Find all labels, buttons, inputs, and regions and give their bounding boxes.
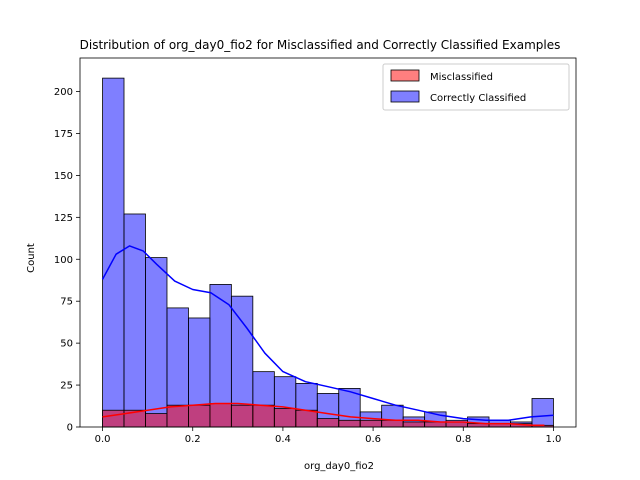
legend-swatch-misclassified	[390, 69, 420, 82]
bar-misclassified-9	[295, 409, 318, 428]
y-axis-label: Count	[26, 243, 37, 273]
bar-misclassified-8	[273, 408, 297, 428]
y-tick-label: 25	[60, 381, 73, 392]
kde-line-misclassified	[102, 402, 545, 427]
bar-misclassified-2	[145, 413, 168, 428]
bar-correct-1	[123, 213, 146, 428]
bar-misclassified-14	[402, 421, 426, 428]
legend-label-misclassified: Misclassified	[430, 72, 493, 83]
correct-bars	[102, 77, 554, 428]
y-tick-label: 200	[54, 87, 73, 98]
bar-correct-20	[531, 398, 554, 428]
misclassified-bars	[102, 403, 554, 428]
kde-line-correct	[101, 245, 554, 422]
y-tick-label: 150	[54, 171, 73, 182]
y-tick-label: 100	[54, 255, 73, 266]
bar-misclassified-5	[209, 403, 232, 428]
legend-swatch-correct	[390, 90, 420, 103]
y-tick-label: 75	[60, 297, 73, 308]
bar-misclassified-0	[102, 409, 125, 428]
y-tick-label: 50	[60, 339, 73, 350]
bar-misclassified-10	[316, 418, 340, 428]
chart-title: Distribution of org_day0_fio2 for Miscla…	[80, 38, 561, 52]
bar-misclassified-12	[359, 419, 383, 428]
x-tick-label: 0.4	[275, 434, 291, 445]
x-tick-label: 0.0	[95, 434, 111, 445]
bar-misclassified-3	[166, 404, 189, 428]
kde-curves	[101, 245, 554, 427]
x-axis-label: org_day0_fio2	[304, 461, 374, 472]
legend: Misclassified Correctly Classified	[382, 63, 570, 111]
bar-misclassified-13	[381, 419, 404, 428]
legend-box	[382, 63, 570, 111]
bar-correct-2	[145, 257, 168, 428]
x-tick-label: 0.2	[185, 434, 201, 445]
y-axis-ticks: 0 25 50 75 100 125 150 175 200	[54, 87, 80, 434]
y-tick-label: 175	[54, 129, 73, 140]
plot-frame	[79, 57, 577, 428]
x-tick-label: 0.6	[365, 434, 381, 445]
x-axis-ticks: 0.0 0.2 0.4 0.6 0.8 1.0	[95, 427, 562, 445]
bar-misclassified-7	[252, 404, 275, 428]
x-tick-label: 1.0	[546, 434, 562, 445]
y-tick-label: 0	[67, 423, 73, 434]
bar-misclassified-11	[338, 419, 361, 428]
bar-misclassified-4	[188, 404, 211, 428]
bar-correct-0	[102, 77, 125, 428]
legend-label-correct: Correctly Classified	[430, 93, 526, 104]
bar-misclassified-6	[230, 404, 254, 428]
x-tick-label: 0.8	[455, 434, 471, 445]
y-tick-label: 125	[54, 213, 73, 224]
